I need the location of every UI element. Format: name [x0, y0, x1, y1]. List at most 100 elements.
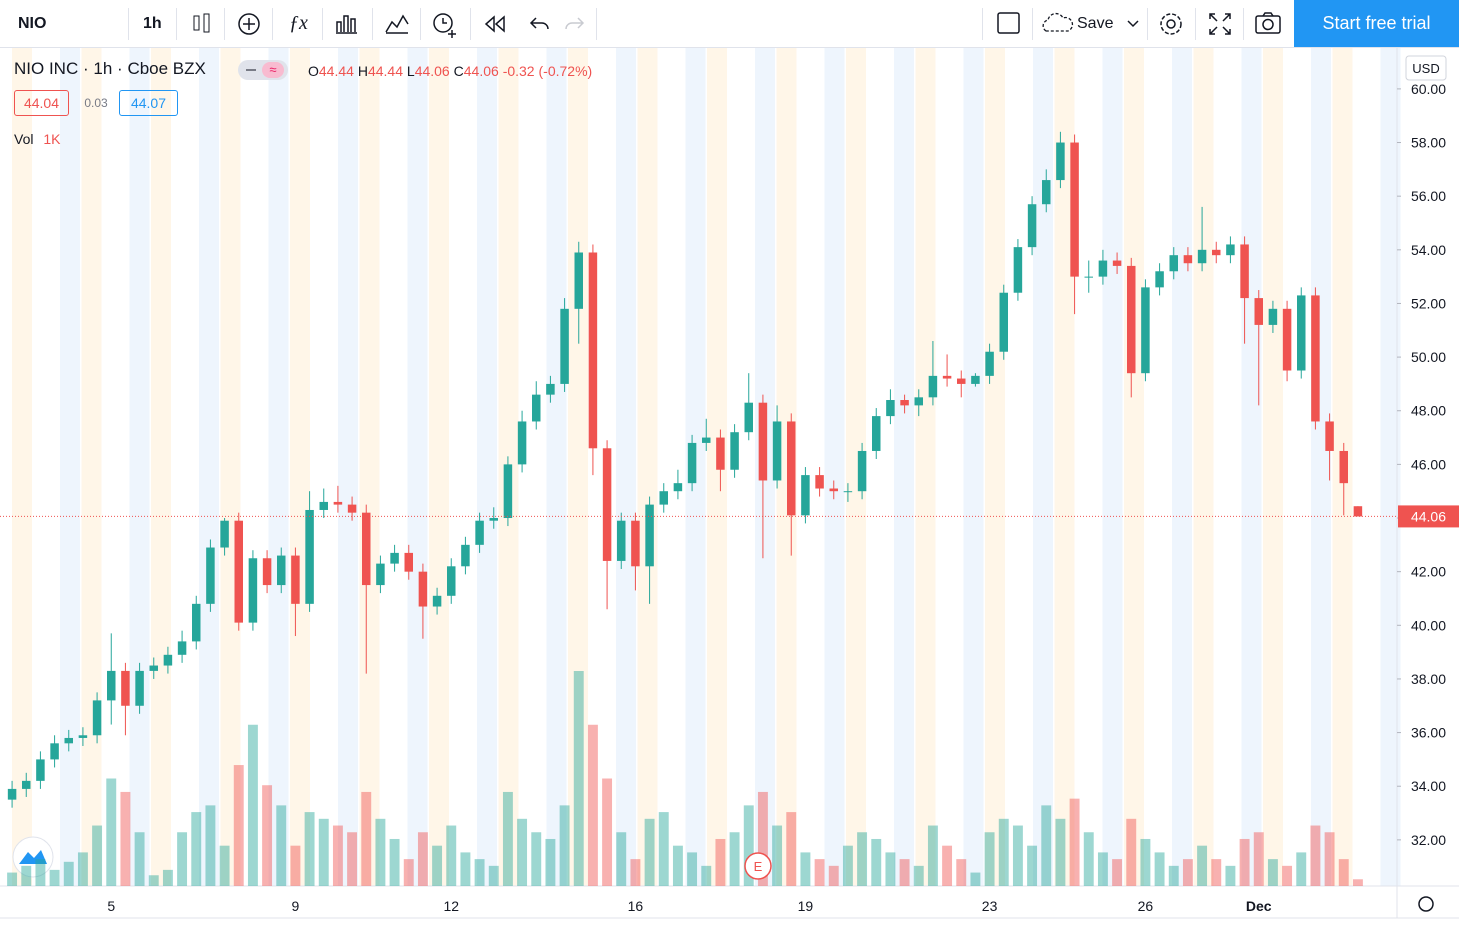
- candle-body: [347, 504, 357, 513]
- volume-bar: [1310, 825, 1321, 886]
- start-trial-button[interactable]: Start free trial: [1294, 0, 1459, 47]
- volume-bar: [1041, 805, 1052, 886]
- volume-bar: [332, 825, 343, 886]
- compare-icon[interactable]: [236, 0, 262, 47]
- bid-box[interactable]: 44.04: [14, 90, 69, 116]
- settings-icon[interactable]: [1418, 896, 1434, 912]
- currency: USD: [1412, 61, 1439, 76]
- volume-legend: Vol 1K: [14, 131, 60, 147]
- alert-icon[interactable]: [383, 0, 411, 47]
- separator: [1147, 8, 1148, 40]
- volume-bar: [148, 875, 159, 886]
- spread: 0.03: [84, 96, 108, 110]
- candle-body: [971, 375, 980, 384]
- volume-bar: [375, 818, 386, 886]
- candle-body: [546, 383, 555, 395]
- candle-body: [22, 780, 31, 789]
- volume-bar: [517, 818, 528, 886]
- last-price-label: 44.06: [1411, 508, 1446, 524]
- symbol[interactable]: NIO: [18, 14, 47, 32]
- legend-interval: 1h: [93, 59, 113, 78]
- session-stripe: [894, 48, 914, 886]
- settings-icon[interactable]: [1157, 0, 1185, 47]
- volume-bar: [899, 859, 910, 886]
- save-button[interactable]: Save: [1077, 14, 1114, 32]
- session-stripe: [359, 48, 380, 886]
- volume-bar: [630, 859, 641, 886]
- candle-body: [673, 483, 683, 492]
- y-tick-label: 56.00: [1411, 188, 1446, 204]
- session-stripe: [637, 48, 658, 886]
- candle-body: [107, 670, 116, 701]
- session-stripe: [199, 48, 219, 886]
- x-tick-label: Dec: [1246, 898, 1272, 914]
- candle-body: [1183, 255, 1193, 264]
- separator: [1243, 8, 1244, 40]
- interval[interactable]: 1h: [143, 14, 162, 32]
- volume-bar: [927, 825, 938, 886]
- symbol-name: NIO INC: [14, 59, 79, 78]
- volume-bar: [956, 859, 967, 886]
- candle-body: [957, 378, 966, 384]
- replay-alert-icon[interactable]: [430, 0, 460, 47]
- cloud-icon[interactable]: [1040, 0, 1076, 47]
- candle-body: [801, 475, 810, 516]
- session-stripe: [1124, 48, 1144, 886]
- candle-body: [64, 737, 73, 744]
- candle-body: [177, 641, 187, 655]
- candle-body: [1141, 287, 1150, 374]
- save-menu-icon[interactable]: [1125, 0, 1141, 47]
- replay-icon[interactable]: [482, 0, 508, 47]
- candle-body: [1197, 249, 1207, 264]
- volume-bar: [842, 845, 853, 886]
- candle-body: [985, 351, 994, 376]
- legend: NIO INC · 1h · Cboe BZX: [14, 59, 206, 79]
- legend-separator: ·: [82, 59, 89, 78]
- redo-icon: [565, 17, 585, 30]
- y-tick-label: 50.00: [1411, 349, 1446, 365]
- candle-body: [1112, 260, 1122, 266]
- candle-body: [1127, 265, 1136, 374]
- separator: [470, 8, 471, 40]
- open-letter: O: [308, 63, 319, 79]
- volume-bar: [757, 791, 768, 886]
- volume-bar: [545, 838, 556, 886]
- session-stripe: [129, 48, 150, 886]
- volume-bar: [786, 812, 797, 886]
- candle-body: [163, 654, 173, 666]
- volume-bar: [1027, 845, 1038, 886]
- volume-bar: [1282, 865, 1293, 886]
- layout-icon[interactable]: [996, 0, 1022, 47]
- volume-bar: [913, 865, 924, 886]
- chart-type-icon[interactable]: [190, 0, 214, 47]
- visibility-toggle[interactable]: ≈: [238, 60, 288, 80]
- candle-body: [716, 437, 725, 470]
- candle-body: [36, 759, 45, 781]
- volume-bar: [417, 832, 428, 886]
- undo-icon[interactable]: [528, 0, 552, 47]
- volume-bar: [77, 852, 88, 886]
- snapshot-icon[interactable]: [1254, 0, 1282, 47]
- fullscreen-icon[interactable]: [1207, 0, 1233, 47]
- indicators-icon[interactable]: ƒx: [289, 12, 308, 34]
- volume-bar: [1338, 859, 1349, 886]
- candle-body: [872, 416, 881, 451]
- candle-body: [248, 558, 258, 623]
- earnings-marker: [744, 852, 772, 880]
- templates-icon[interactable]: [333, 0, 359, 47]
- candle-body: [1297, 295, 1306, 371]
- separator: [982, 8, 983, 40]
- volume-bar: [885, 852, 896, 886]
- volume-bar: [318, 818, 329, 886]
- volume-bar: [120, 791, 131, 886]
- candle-body: [942, 375, 952, 379]
- candle-body: [914, 397, 923, 406]
- candle-body: [532, 394, 541, 422]
- session-stripe: [985, 48, 1005, 886]
- candle-body: [78, 735, 88, 738]
- change-percent: (-0.72%): [538, 63, 593, 79]
- currency-box[interactable]: [1405, 55, 1447, 81]
- volume-bar: [1211, 859, 1222, 886]
- ask-box[interactable]: 44.07: [119, 90, 178, 116]
- volume-bar: [219, 845, 230, 886]
